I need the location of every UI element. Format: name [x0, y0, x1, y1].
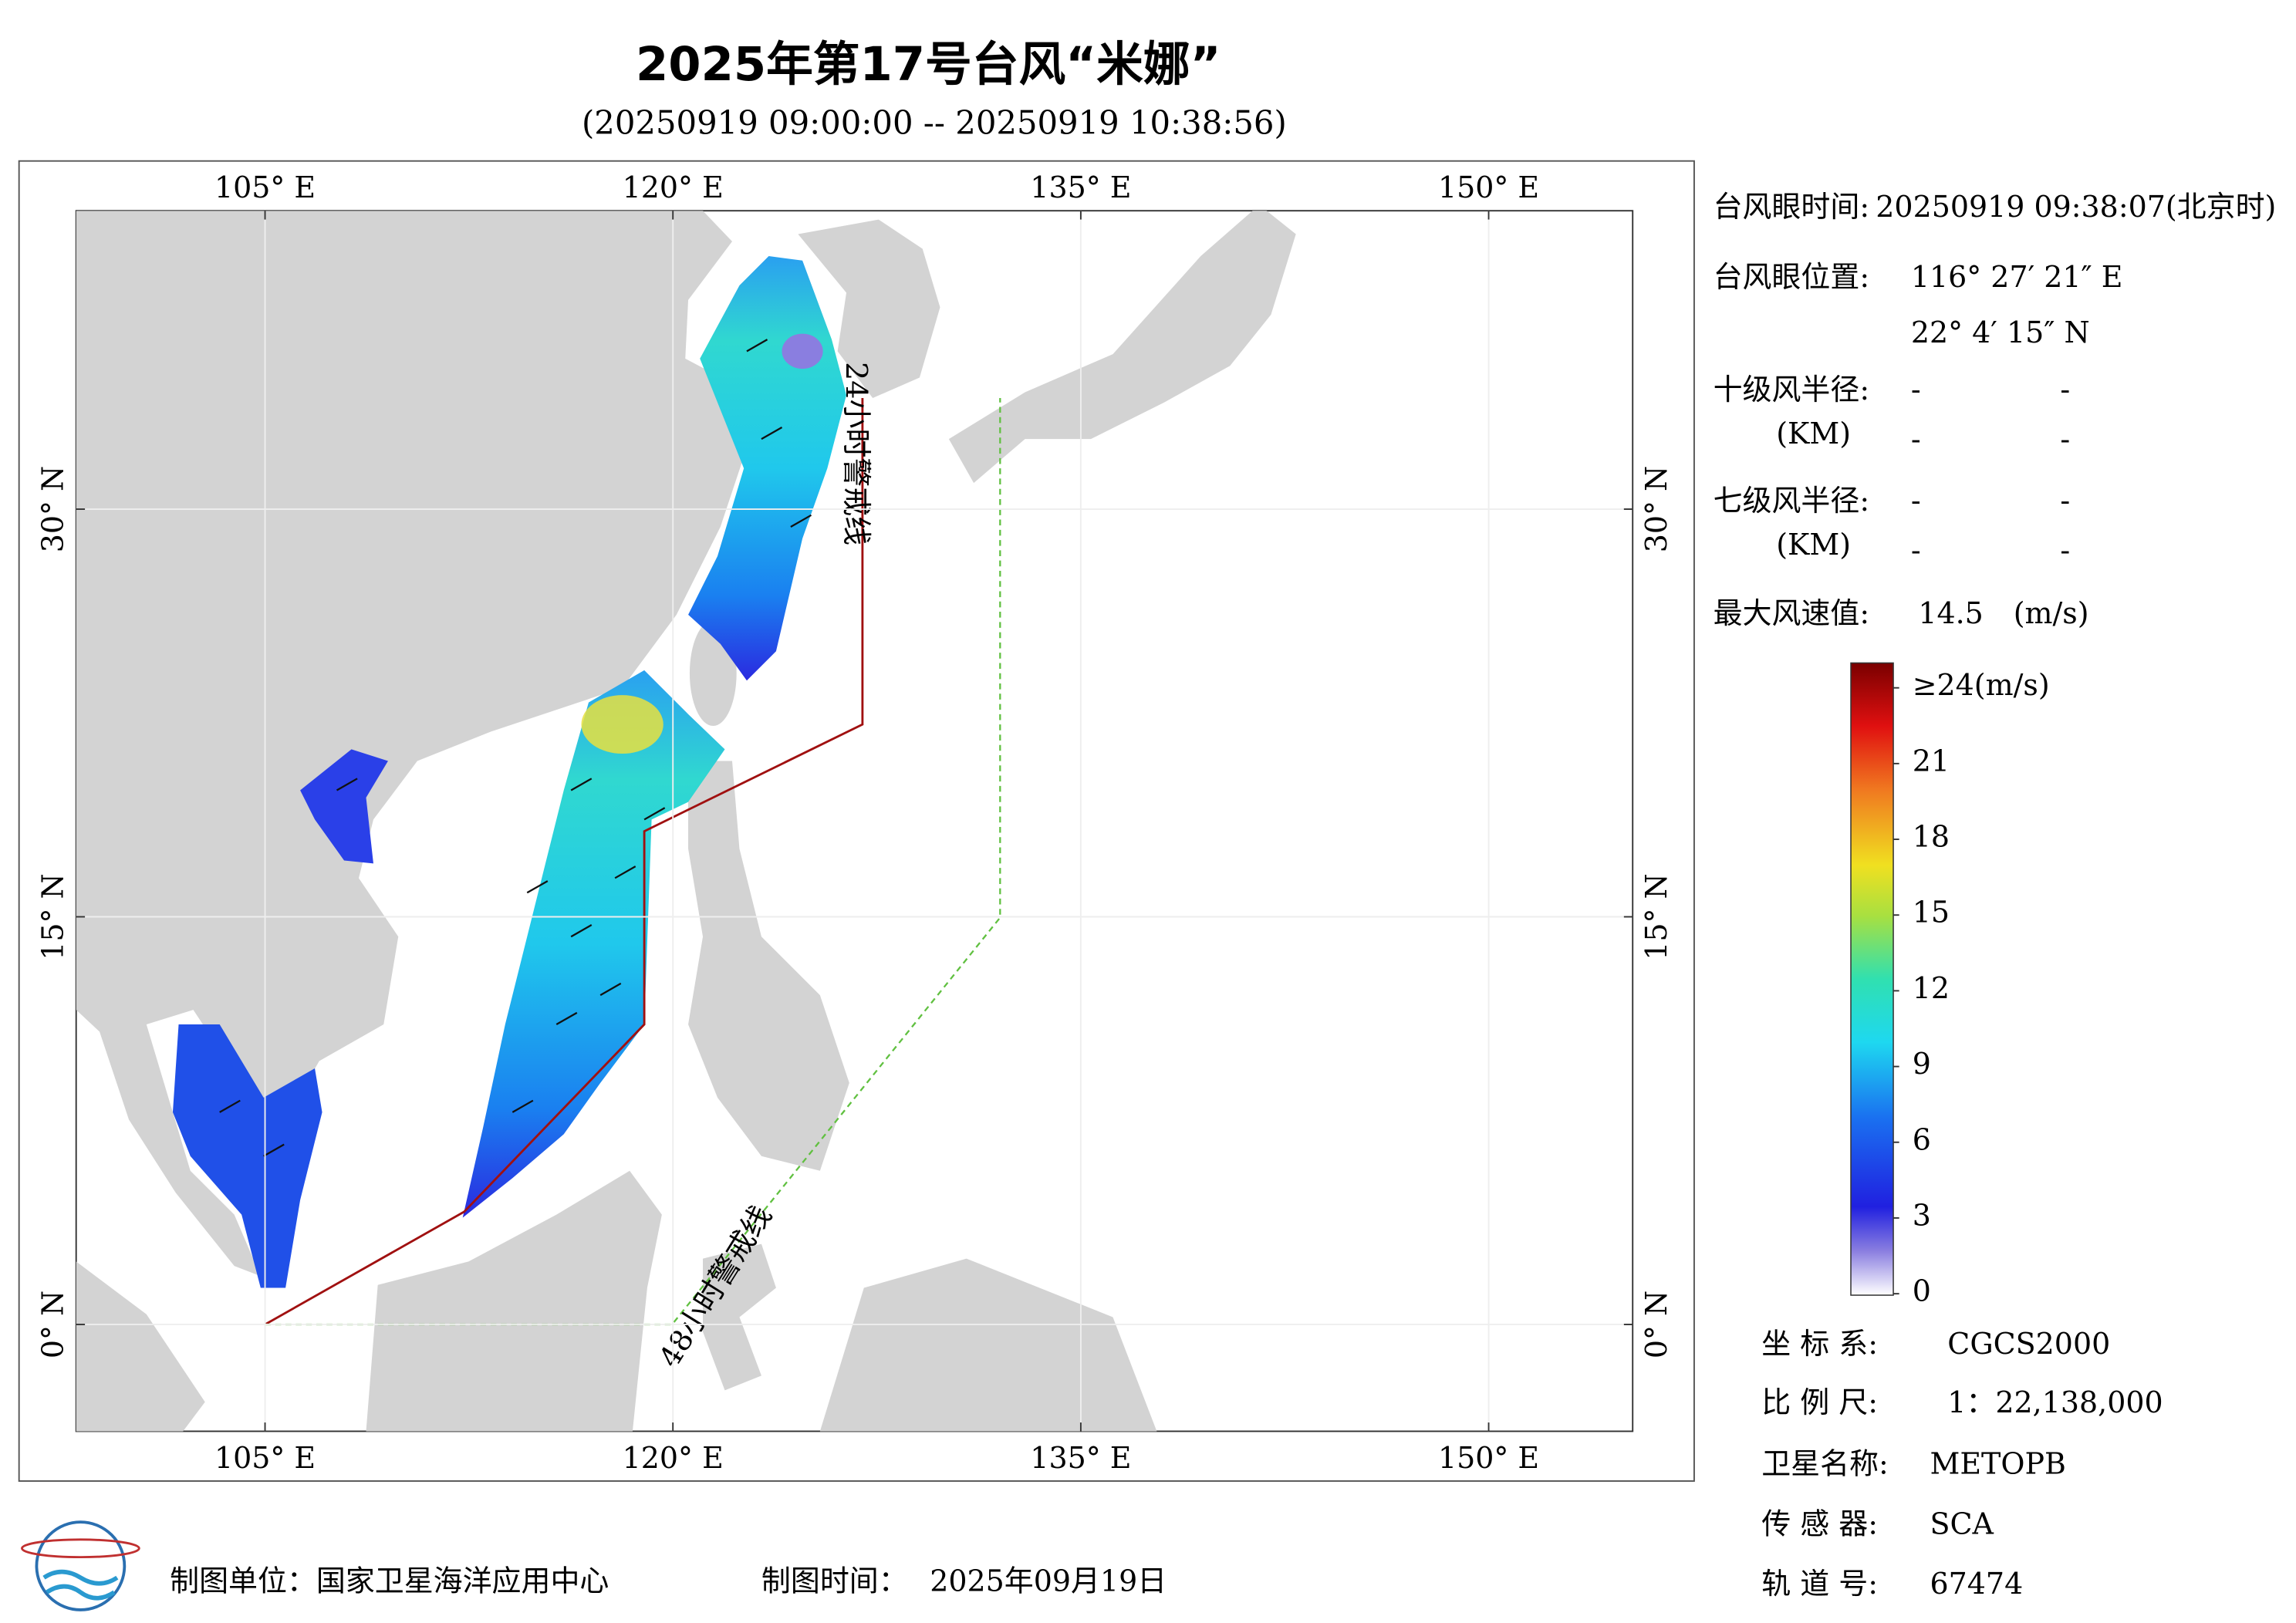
- meta-label: 卫星名称:: [1761, 1447, 1889, 1481]
- info-label: 最大风速值:: [1714, 596, 1870, 630]
- colorbar-label: 18: [1913, 820, 1950, 854]
- info-value: 116° 27′ 21″ E: [1911, 260, 2123, 294]
- info-label: 十级风半径:: [1714, 373, 1870, 407]
- info-value: -: [2060, 534, 2070, 568]
- swath-peak: [581, 695, 663, 754]
- meta-label: 比 例 尺:: [1761, 1385, 1878, 1419]
- info-value: 14.5: [1918, 596, 1984, 630]
- logo: [21, 1520, 140, 1611]
- land-japan: [948, 211, 1296, 484]
- land-korea: [798, 219, 940, 399]
- info-label: 台风眼时间:: [1714, 190, 1870, 224]
- info-value: -: [2060, 484, 2070, 518]
- colorbar-label: 0: [1913, 1274, 1931, 1308]
- meta-label: 传 感 器:: [1761, 1507, 1878, 1540]
- title: 2025年第17号台风“米娜”: [636, 38, 1221, 92]
- colorbar-label: 6: [1913, 1122, 1931, 1156]
- footer-unit: 制图单位：国家卫星海洋应用中心: [170, 1564, 609, 1598]
- lon-label: 120° E: [623, 1441, 724, 1475]
- colorbar-ticks: ≥24(m/s) 21 18 15 12 9 6 3 0: [1893, 668, 2050, 1308]
- land-sulawesi: [703, 1243, 776, 1391]
- lon-label: 150° E: [1438, 1441, 1539, 1475]
- lon-label: 105° E: [214, 170, 316, 204]
- lon-label: 135° E: [1030, 170, 1131, 204]
- lat-label: 30° N: [36, 466, 70, 552]
- warning-line-24h: [264, 398, 864, 1326]
- lat-label: 0° N: [36, 1291, 70, 1358]
- meta-label: 坐 标 系:: [1761, 1327, 1878, 1361]
- info-label: 台风眼位置:: [1714, 260, 1870, 294]
- swath-low: [782, 333, 823, 369]
- footer-time: 2025年09月19日: [930, 1564, 1167, 1598]
- colorbar-label: 12: [1913, 971, 1950, 1005]
- land-new-guinea: [819, 1258, 1157, 1432]
- lat-label: 15° N: [36, 873, 70, 960]
- info-value: -: [1911, 484, 1921, 518]
- map-layer: 24小时警戒线 48小时警戒线: [76, 211, 1633, 1432]
- colorbar-label: 3: [1913, 1198, 1931, 1232]
- map-frame: [18, 160, 1695, 1482]
- lon-label: 105° E: [214, 1441, 316, 1475]
- lon-label: 120° E: [623, 170, 724, 204]
- lon-label: 135° E: [1030, 1441, 1131, 1475]
- colorbar: [1850, 662, 1894, 1296]
- graticule: [76, 211, 1633, 1432]
- lon-label: 150° E: [1438, 170, 1539, 204]
- swath-gulf: [172, 1024, 322, 1288]
- info-value: -: [1911, 422, 1921, 456]
- land-sumatra: [76, 1261, 205, 1432]
- meta-value: 1：22,138,000: [1947, 1385, 2163, 1419]
- meta-value: 67474: [1930, 1567, 2024, 1601]
- land-philippines: [688, 761, 849, 1171]
- colorbar-label: 15: [1913, 896, 1950, 930]
- info-label: 七级风半径:: [1714, 484, 1870, 518]
- meta-value: SCA: [1930, 1507, 1994, 1540]
- info-value: 22° 4′ 15″ N: [1911, 315, 2090, 349]
- info-unit: (m/s): [2014, 596, 2089, 630]
- info-value: 20250919 09:38:07(北京时): [1876, 190, 2276, 224]
- info-unit: (KM): [1776, 417, 1851, 450]
- colorbar-label: 21: [1913, 744, 1950, 778]
- wind-barbs: [219, 339, 812, 1157]
- info-value: -: [1911, 373, 1921, 407]
- info-value: -: [2060, 373, 2070, 407]
- lat-label: 15° N: [1639, 873, 1673, 960]
- meta-value: METOPB: [1930, 1447, 2066, 1481]
- meta-value: CGCS2000: [1947, 1327, 2110, 1361]
- meta-label: 轨 道 号:: [1761, 1567, 1878, 1601]
- warning-label-24h: 24小时警戒线: [839, 362, 873, 545]
- subtitle: (20250919 09:00:00 -- 20250919 10:38:56): [582, 104, 1287, 142]
- colorbar-label: 9: [1913, 1047, 1931, 1081]
- swath-main: [462, 670, 725, 1218]
- swath-vietnam: [300, 749, 388, 864]
- land-borneo: [366, 1170, 662, 1432]
- footer-label: 制图时间：: [761, 1564, 908, 1598]
- info-unit: (KM): [1776, 528, 1851, 562]
- land-asia: [76, 211, 750, 1277]
- colorbar-label: ≥24(m/s): [1913, 668, 2050, 702]
- lat-label: 30° N: [1639, 466, 1673, 552]
- warning-line-48h: [265, 398, 1001, 1326]
- info-value: -: [1911, 534, 1921, 568]
- lat-label: 0° N: [1639, 1291, 1673, 1358]
- info-value: -: [2060, 422, 2070, 456]
